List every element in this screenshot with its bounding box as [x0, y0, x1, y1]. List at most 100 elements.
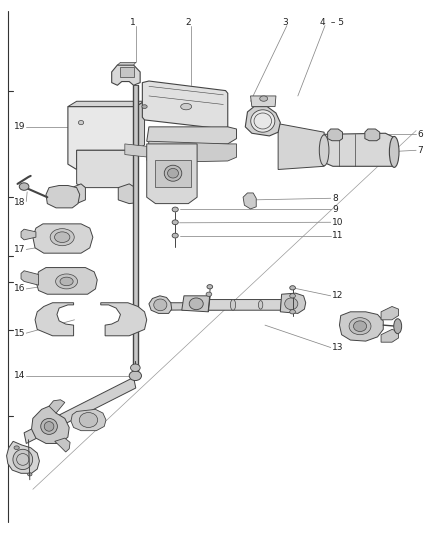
Polygon shape — [136, 101, 145, 150]
Ellipse shape — [394, 319, 402, 334]
Text: 14: 14 — [14, 372, 25, 380]
Polygon shape — [365, 129, 380, 141]
Text: 12: 12 — [332, 292, 343, 300]
Ellipse shape — [290, 310, 295, 314]
Polygon shape — [68, 184, 85, 204]
Ellipse shape — [41, 418, 57, 434]
Polygon shape — [117, 62, 136, 65]
Text: 19: 19 — [14, 123, 25, 131]
Ellipse shape — [189, 298, 203, 310]
Polygon shape — [36, 268, 97, 294]
Ellipse shape — [13, 449, 32, 470]
Polygon shape — [339, 312, 383, 341]
Polygon shape — [381, 329, 399, 342]
Text: 10: 10 — [332, 218, 343, 227]
Text: 3: 3 — [282, 18, 288, 27]
Ellipse shape — [290, 286, 295, 290]
Polygon shape — [149, 296, 172, 313]
Polygon shape — [147, 144, 197, 204]
Polygon shape — [24, 377, 136, 443]
Ellipse shape — [79, 413, 98, 427]
Polygon shape — [208, 300, 282, 310]
Polygon shape — [120, 67, 134, 77]
Polygon shape — [328, 129, 343, 141]
Polygon shape — [155, 160, 191, 187]
Ellipse shape — [164, 165, 182, 181]
Polygon shape — [21, 271, 39, 285]
Ellipse shape — [207, 285, 213, 289]
Ellipse shape — [206, 292, 212, 296]
Polygon shape — [46, 185, 80, 208]
Polygon shape — [118, 184, 138, 204]
Ellipse shape — [131, 364, 140, 372]
Text: 9: 9 — [332, 205, 338, 214]
Ellipse shape — [129, 371, 141, 381]
Text: 17: 17 — [14, 245, 25, 254]
Polygon shape — [7, 441, 39, 473]
Polygon shape — [32, 405, 69, 443]
Polygon shape — [101, 303, 147, 336]
Ellipse shape — [50, 229, 74, 246]
Ellipse shape — [172, 220, 178, 225]
Polygon shape — [381, 306, 399, 320]
Ellipse shape — [172, 207, 178, 212]
Polygon shape — [133, 85, 138, 376]
Ellipse shape — [353, 321, 367, 332]
Ellipse shape — [44, 422, 54, 431]
Ellipse shape — [389, 136, 399, 167]
Ellipse shape — [14, 446, 19, 450]
Polygon shape — [55, 438, 70, 452]
Ellipse shape — [154, 299, 167, 311]
Ellipse shape — [251, 110, 275, 132]
Polygon shape — [280, 293, 306, 313]
Polygon shape — [243, 193, 256, 209]
Ellipse shape — [319, 135, 329, 166]
Ellipse shape — [19, 183, 29, 190]
Ellipse shape — [180, 103, 192, 110]
Polygon shape — [68, 101, 145, 107]
Polygon shape — [147, 141, 237, 163]
Text: 16: 16 — [14, 285, 25, 293]
Ellipse shape — [260, 96, 268, 101]
Polygon shape — [160, 303, 290, 310]
Polygon shape — [182, 296, 210, 312]
Polygon shape — [245, 107, 280, 136]
Text: 1: 1 — [130, 18, 136, 27]
Polygon shape — [68, 107, 136, 169]
Text: 6: 6 — [417, 130, 423, 139]
Polygon shape — [71, 409, 106, 431]
Text: – 5: – 5 — [328, 18, 344, 27]
Text: 7: 7 — [417, 146, 423, 155]
Polygon shape — [33, 224, 93, 253]
Ellipse shape — [60, 277, 73, 286]
Polygon shape — [278, 124, 324, 169]
Text: 15: 15 — [14, 329, 25, 337]
Ellipse shape — [349, 318, 371, 335]
Ellipse shape — [56, 274, 78, 289]
Ellipse shape — [230, 300, 236, 310]
Polygon shape — [77, 150, 136, 188]
Text: 11: 11 — [332, 231, 343, 240]
Text: 2: 2 — [186, 18, 191, 27]
Ellipse shape — [172, 233, 178, 238]
Polygon shape — [21, 229, 36, 240]
Ellipse shape — [258, 301, 263, 309]
Polygon shape — [147, 127, 237, 145]
Ellipse shape — [54, 232, 70, 243]
Text: 13: 13 — [332, 343, 343, 352]
Polygon shape — [112, 65, 140, 85]
Polygon shape — [49, 400, 65, 413]
Text: 4: 4 — [319, 18, 325, 27]
Ellipse shape — [78, 120, 84, 125]
Polygon shape — [142, 81, 228, 129]
Polygon shape — [35, 303, 74, 336]
Text: 18: 18 — [14, 198, 25, 207]
Text: 8: 8 — [332, 194, 338, 203]
Ellipse shape — [290, 294, 295, 298]
Polygon shape — [324, 133, 394, 166]
Ellipse shape — [28, 473, 32, 476]
Ellipse shape — [142, 104, 147, 108]
Ellipse shape — [168, 168, 179, 178]
Polygon shape — [125, 144, 149, 157]
Polygon shape — [251, 96, 276, 107]
